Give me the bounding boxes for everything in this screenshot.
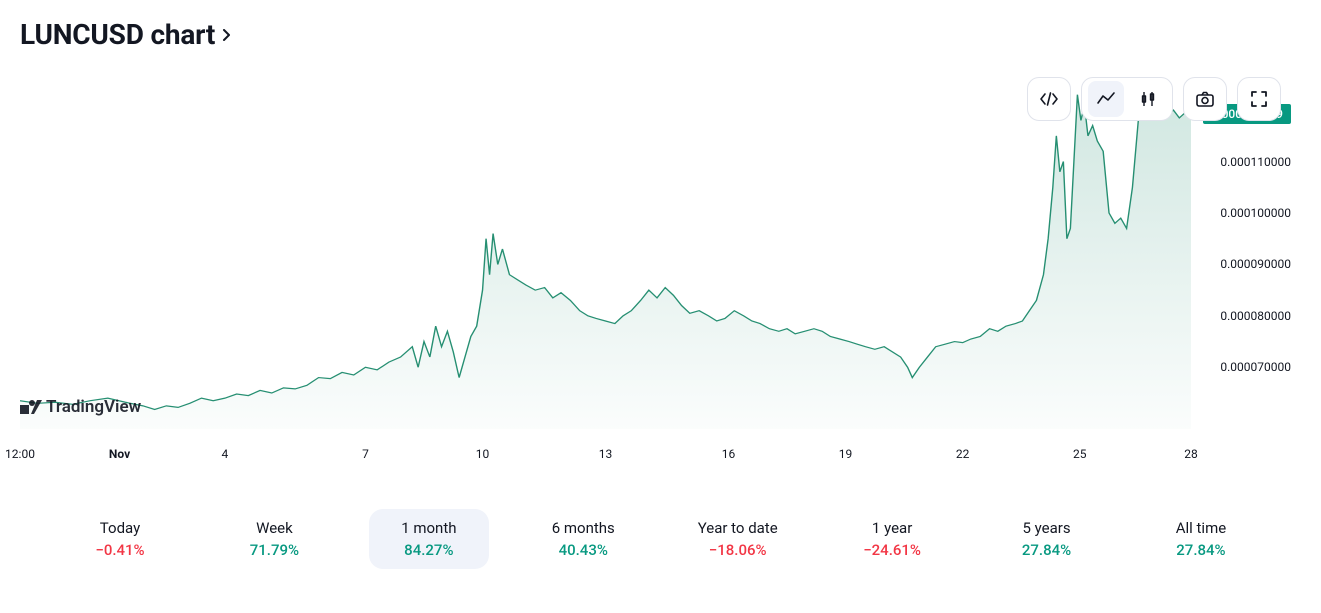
candlestick-icon xyxy=(1137,88,1159,110)
chart-type-group xyxy=(1081,77,1173,121)
x-axis-tick: 16 xyxy=(722,447,736,461)
embed-icon xyxy=(1038,88,1060,110)
x-axis-tick: 22 xyxy=(956,447,970,461)
range-label: 1 year xyxy=(872,519,912,537)
x-axis-tick: 7 xyxy=(362,447,369,461)
range-value: 27.84% xyxy=(1176,541,1225,559)
y-axis-tick: 0.000110000 xyxy=(1220,155,1291,169)
y-axis-tick: 0.000080000 xyxy=(1220,309,1291,323)
camera-icon xyxy=(1194,88,1216,110)
y-axis: 0.000070000 0.000080000 0.000090000 0.00010… xyxy=(1191,69,1301,429)
range-value: 40.43% xyxy=(559,541,608,559)
fullscreen-button[interactable] xyxy=(1237,77,1281,121)
y-axis-tick: 0.000100000 xyxy=(1220,206,1291,220)
y-axis-tick: 0.000090000 xyxy=(1220,257,1291,271)
range-year-to-date[interactable]: Year to date −18.06% xyxy=(678,509,798,569)
y-axis-tick: 0.000070000 xyxy=(1220,360,1291,374)
chart-plot xyxy=(20,69,1191,429)
chart-title: LUNCUSD chart xyxy=(20,18,215,51)
watermark-text: TradingView xyxy=(46,397,141,417)
x-axis-tick: 28 xyxy=(1184,447,1198,461)
candlestick-button[interactable] xyxy=(1130,81,1166,117)
x-axis-tick: 19 xyxy=(839,447,853,461)
embed-button[interactable] xyxy=(1027,77,1071,121)
range-value: 71.79% xyxy=(250,541,299,559)
area-chart-button[interactable] xyxy=(1088,81,1124,117)
chevron-right-icon xyxy=(221,29,233,41)
x-axis: 12:00Nov4710131619222528 xyxy=(20,439,1191,469)
x-axis-tick: 13 xyxy=(599,447,613,461)
range-label: Today xyxy=(100,519,140,537)
chart-title-row[interactable]: LUNCUSD chart xyxy=(20,18,1301,51)
x-axis-tick: 4 xyxy=(222,447,229,461)
range-label: All time xyxy=(1176,519,1226,537)
range-label: 5 years xyxy=(1022,519,1070,537)
range-label: 6 months xyxy=(552,519,615,537)
range-value: −24.61% xyxy=(863,541,921,559)
range-label: Week xyxy=(256,519,293,537)
range-value: −0.41% xyxy=(95,541,144,559)
range-selector: Today −0.41% Week 71.79% 1 month 84.27% 6 mont… xyxy=(20,469,1301,569)
x-axis-tick: 12:00 xyxy=(5,447,35,461)
range-5-years[interactable]: 5 years 27.84% xyxy=(987,509,1107,569)
range-value: 84.27% xyxy=(404,541,453,559)
range-all-time[interactable]: All time 27.84% xyxy=(1141,509,1261,569)
chart-toolbar xyxy=(1027,77,1281,121)
range-value: −18.06% xyxy=(709,541,767,559)
area-chart-icon xyxy=(1095,88,1117,110)
range-label: Year to date xyxy=(698,519,778,537)
x-axis-tick: Nov xyxy=(109,447,130,461)
range-value: 27.84% xyxy=(1022,541,1071,559)
fullscreen-icon xyxy=(1249,89,1269,109)
range-label: 1 month xyxy=(401,519,456,537)
range-6-months[interactable]: 6 months 40.43% xyxy=(523,509,643,569)
snapshot-button[interactable] xyxy=(1183,77,1227,121)
range-week[interactable]: Week 71.79% xyxy=(214,509,334,569)
range-today[interactable]: Today −0.41% xyxy=(60,509,180,569)
tradingview-watermark: TradingView xyxy=(20,397,141,417)
chart-area[interactable]: TradingView 0.0000700000.0000800000.0000… xyxy=(20,69,1301,469)
range-1-month[interactable]: 1 month 84.27% xyxy=(369,509,489,569)
range-1-year[interactable]: 1 year −24.61% xyxy=(832,509,952,569)
x-axis-tick: 10 xyxy=(476,447,490,461)
x-axis-tick: 25 xyxy=(1073,447,1087,461)
